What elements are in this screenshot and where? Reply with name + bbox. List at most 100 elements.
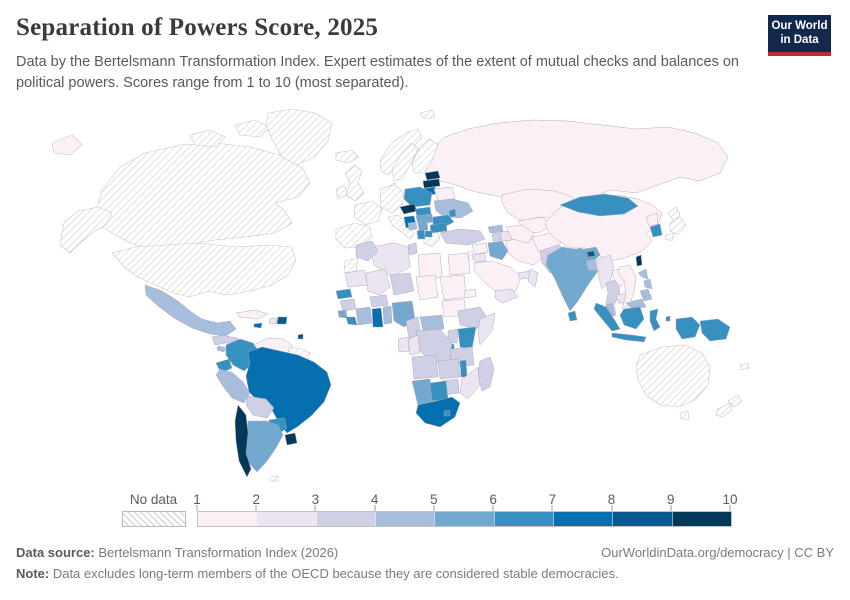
country-estonia[interactable] — [424, 170, 441, 181]
legend-bin-swatch[interactable] — [374, 512, 435, 526]
country-libya[interactable] — [417, 252, 443, 280]
country-japan[interactable] — [664, 206, 687, 242]
country-turkey[interactable] — [439, 228, 486, 246]
country-mozambique[interactable] — [459, 366, 481, 400]
country-serbia[interactable] — [417, 220, 429, 232]
country-morocco[interactable] — [355, 240, 379, 262]
country-russia[interactable] — [423, 119, 729, 204]
country-united-kingdom[interactable] — [344, 164, 365, 202]
country-trinidad-and-tobago[interactable] — [297, 333, 304, 340]
no-data-swatch[interactable] — [122, 511, 186, 527]
country-russia-east-tip[interactable] — [51, 134, 83, 156]
country-cuba[interactable] — [235, 309, 269, 320]
legend-color-bar[interactable] — [197, 511, 732, 527]
country-tunisia[interactable] — [407, 242, 418, 256]
country-france[interactable] — [353, 200, 383, 226]
country-finland[interactable] — [411, 138, 439, 174]
country-burkina-faso[interactable] — [369, 294, 389, 308]
owid-link[interactable]: OurWorldinData.org/democracy | CC BY — [601, 545, 834, 560]
country-laos[interactable] — [611, 268, 627, 288]
country-israel[interactable] — [467, 250, 474, 261]
country-central-african-republic[interactable] — [419, 314, 445, 332]
country-australia[interactable] — [635, 344, 711, 420]
country-congo[interactable] — [407, 334, 421, 356]
country-madagascar[interactable] — [477, 356, 495, 392]
country-benin[interactable] — [382, 305, 393, 325]
country-bangladesh[interactable] — [585, 258, 598, 272]
country-albania[interactable] — [416, 229, 426, 240]
country-namibia[interactable] — [411, 378, 433, 406]
country-spain-portugal[interactable] — [335, 222, 373, 249]
country-svalbard[interactable] — [419, 109, 436, 120]
country-norway[interactable] — [379, 128, 423, 176]
legend-bin-swatch[interactable] — [552, 512, 613, 526]
country-south-korea[interactable] — [649, 223, 663, 238]
country-papua-new-guinea[interactable] — [699, 318, 731, 342]
country-bosnia[interactable] — [407, 221, 418, 231]
country-latvia[interactable] — [422, 178, 441, 189]
country-bulgaria[interactable] — [429, 222, 448, 234]
country-gabon[interactable] — [397, 336, 410, 353]
legend-bin-swatch[interactable] — [315, 512, 375, 526]
country-philippines[interactable] — [637, 268, 653, 302]
country-brazil[interactable] — [245, 346, 332, 434]
country-ukraine[interactable] — [433, 198, 474, 219]
country-united-states[interactable] — [111, 242, 297, 298]
country-belarus[interactable] — [433, 186, 456, 202]
country-egypt[interactable] — [447, 252, 471, 276]
country-oman[interactable] — [527, 268, 539, 288]
country-new-caledonia[interactable] — [739, 362, 750, 371]
country-lesotho[interactable] — [443, 409, 451, 417]
country-new-zealand[interactable] — [715, 394, 743, 418]
country-niger[interactable] — [389, 272, 415, 296]
country-saudi-arabia[interactable] — [473, 260, 522, 294]
legend-bin-swatch[interactable] — [671, 512, 731, 526]
country-dominican-republic[interactable] — [276, 316, 288, 325]
country-jordan[interactable] — [472, 252, 487, 263]
country-chile[interactable] — [234, 404, 252, 478]
country-north-macedonia[interactable] — [424, 230, 433, 238]
country-chad[interactable] — [415, 274, 439, 301]
country-syria[interactable] — [471, 242, 489, 255]
country-sudan[interactable] — [439, 274, 467, 301]
legend-bin-swatch[interactable] — [612, 512, 672, 526]
owid-logo[interactable]: Our World in Data — [768, 15, 831, 56]
country-ireland[interactable] — [335, 184, 348, 200]
country-guatemala[interactable] — [211, 334, 227, 346]
country-mali[interactable] — [365, 268, 391, 296]
legend-bin-swatch[interactable] — [434, 512, 494, 526]
legend-bin-swatch[interactable] — [493, 512, 553, 526]
country-myanmar[interactable] — [597, 254, 615, 290]
country-argentina[interactable] — [244, 420, 284, 473]
country-mauritania[interactable] — [344, 269, 369, 288]
country-moldova[interactable] — [448, 208, 457, 218]
country-iraq[interactable] — [487, 240, 509, 261]
country-zambia[interactable] — [437, 358, 461, 380]
country-ghana[interactable] — [371, 307, 384, 328]
country-eritrea[interactable] — [463, 288, 477, 299]
country-mongolia[interactable] — [559, 193, 639, 217]
country-algeria[interactable] — [369, 242, 411, 278]
country-iceland[interactable] — [335, 149, 359, 164]
country-czechia[interactable] — [399, 203, 418, 215]
country-yemen[interactable] — [494, 288, 519, 304]
legend-bin-swatch[interactable] — [198, 512, 257, 526]
country-botswana[interactable] — [429, 380, 449, 402]
country-sweden[interactable] — [391, 142, 419, 182]
country-alaska[interactable] — [59, 206, 113, 254]
country-peru[interactable] — [215, 368, 251, 404]
country-cote-divoire[interactable] — [355, 306, 373, 326]
country-sierra-leone[interactable] — [337, 309, 348, 319]
country-liberia[interactable] — [345, 316, 358, 326]
country-germany-central-europe[interactable] — [379, 184, 405, 214]
country-south-africa[interactable] — [415, 396, 461, 428]
country-falkland-islands[interactable] — [269, 475, 279, 482]
country-armenia[interactable] — [491, 232, 502, 242]
country-somalia[interactable] — [477, 312, 496, 346]
country-el-salvador[interactable] — [216, 345, 227, 353]
country-kenya[interactable] — [457, 326, 477, 350]
country-western-sahara[interactable] — [343, 257, 359, 274]
country-guinea[interactable] — [339, 298, 357, 312]
country-malawi[interactable] — [459, 359, 468, 378]
country-jamaica[interactable] — [253, 322, 263, 329]
